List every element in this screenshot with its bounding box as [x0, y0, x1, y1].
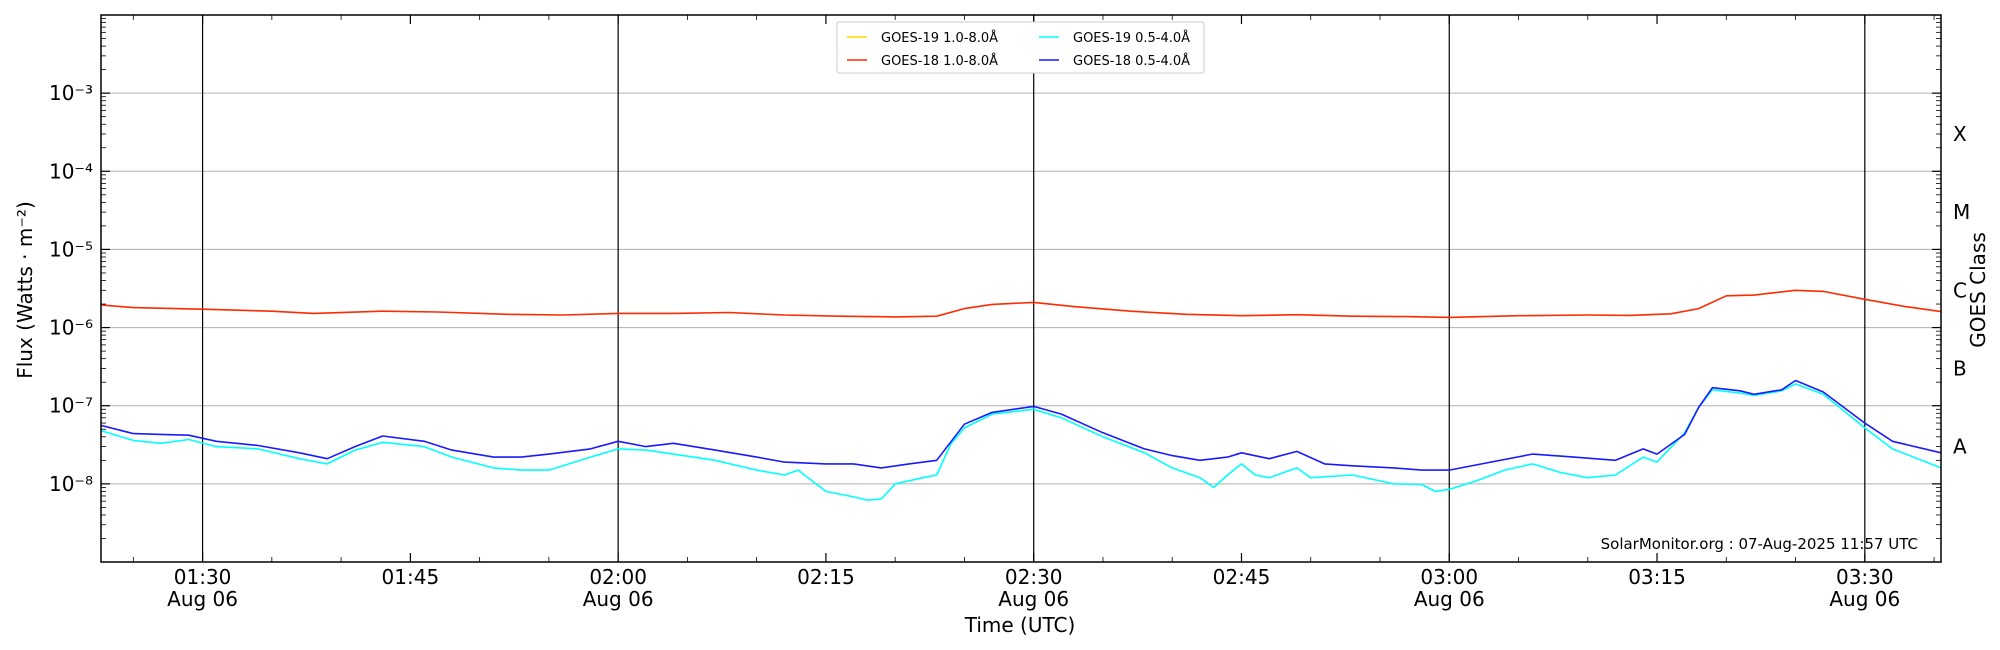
x-tick-label-1: 01:45 — [382, 565, 440, 589]
legend-label-goes18-short: GOES-18 0.5-4.0Å — [1073, 53, 1190, 69]
y2-axis-title: GOES Class — [1966, 232, 1990, 348]
x-tick-label-7: 03:15 — [1628, 565, 1686, 589]
legend-label-goes19-short: GOES-19 0.5-4.0Å — [1073, 30, 1190, 46]
y-tick-label-2: 10⁻⁶ — [49, 316, 93, 340]
x-tick-sublabel-6: Aug 06 — [1414, 587, 1485, 611]
grid-lines — [101, 92, 1941, 485]
vertical-time-markers — [201, 15, 1866, 562]
x-tick-sublabel-8: Aug 06 — [1829, 587, 1900, 611]
series-lines — [100, 289, 1942, 501]
y-tick-label-5: 10⁻³ — [49, 81, 93, 105]
x-tick-label-0: 01:30 — [174, 565, 232, 589]
x-tick-label-4: 02:30 — [1005, 565, 1063, 589]
goes-class-label-C: C — [1953, 278, 1967, 302]
legend-box — [836, 21, 1205, 74]
x-tick-label-8: 03:30 — [1836, 565, 1894, 589]
y-axis-title: Flux (Watts · m⁻²) — [13, 201, 37, 379]
y-axis-ticks: 10⁻⁸ 10⁻⁷ 10⁻⁶ 10⁻⁵ 10⁻⁴ 10⁻³ — [49, 18, 1941, 539]
y-tick-label-1: 10⁻⁷ — [49, 394, 93, 418]
x-tick-label-6: 03:00 — [1420, 565, 1478, 589]
series-line-2 — [100, 383, 1942, 501]
series-line-1 — [100, 289, 1942, 319]
x-tick-label-5: 02:45 — [1213, 565, 1271, 589]
y-tick-label-4: 10⁻⁴ — [49, 159, 93, 183]
x-axis-title: Time (UTC) — [964, 613, 1076, 637]
plot-frame — [100, 14, 1942, 563]
legend: GOES-19 1.0-8.0Å GOES-18 1.0-8.0Å GOES-1… — [836, 21, 1205, 74]
x-tick-label-3: 02:15 — [797, 565, 855, 589]
y-tick-label-0: 10⁻⁸ — [49, 472, 93, 496]
goes-class-label-X: X — [1953, 122, 1967, 146]
legend-label-goes18-long: GOES-18 1.0-8.0Å — [881, 53, 998, 69]
x-tick-label-2: 02:00 — [589, 565, 647, 589]
legend-label-goes19-long: GOES-19 1.0-8.0Å — [881, 30, 998, 46]
credit-text: SolarMonitor.org : 07-Aug-2025 11:57 UTC — [1601, 535, 1918, 553]
x-tick-sublabel-4: Aug 06 — [998, 587, 1069, 611]
x-tick-sublabel-2: Aug 06 — [583, 587, 654, 611]
x-tick-sublabel-0: Aug 06 — [167, 587, 238, 611]
goes-class-label-A: A — [1953, 435, 1967, 459]
goes-class-labels: A B C M X — [1953, 122, 1970, 459]
series-line-3 — [100, 379, 1942, 471]
goes-class-label-B: B — [1953, 356, 1967, 380]
y-tick-label-3: 10⁻⁵ — [49, 237, 93, 261]
goes-class-label-M: M — [1953, 200, 1970, 224]
